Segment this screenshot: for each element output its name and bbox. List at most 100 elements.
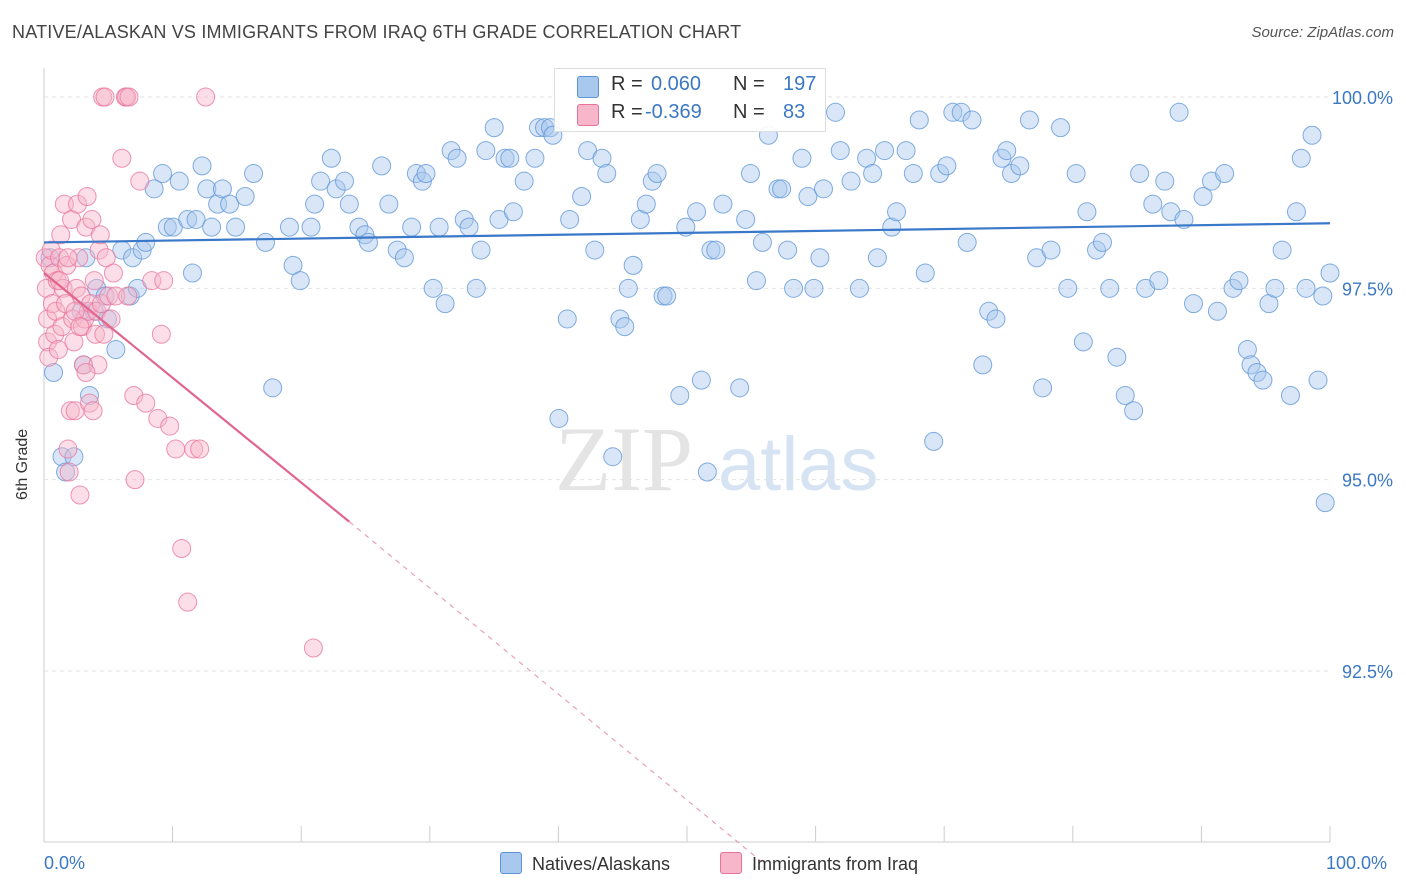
data-point — [192, 156, 212, 176]
n-value: 83 — [783, 101, 806, 123]
data-point — [903, 164, 923, 184]
r-value: -0.369 — [645, 101, 702, 123]
data-point — [83, 401, 103, 421]
data-point — [186, 209, 206, 229]
data-point — [326, 179, 346, 199]
data-point — [65, 301, 85, 321]
data-point — [585, 240, 605, 260]
data-point — [283, 255, 303, 275]
data-point — [74, 355, 94, 375]
data-point — [212, 179, 232, 199]
data-point — [1010, 156, 1030, 176]
data-point — [80, 385, 100, 405]
data-point — [184, 439, 204, 459]
data-point — [810, 248, 830, 268]
data-point — [459, 217, 479, 237]
legend-label-iraq: Immigrants from Iraq — [752, 854, 919, 874]
data-point — [957, 232, 977, 252]
data-point — [1077, 202, 1097, 222]
data-point — [909, 110, 929, 130]
data-point — [123, 248, 143, 268]
data-point — [736, 209, 756, 229]
data-point — [962, 110, 982, 130]
data-point — [691, 370, 711, 390]
data-point — [70, 317, 90, 337]
data-point — [101, 309, 121, 329]
data-point — [1041, 240, 1061, 260]
data-point — [875, 141, 895, 161]
data-point — [1066, 164, 1086, 184]
legend-label-natives: Natives/Alaskans — [532, 854, 671, 874]
data-point — [1286, 202, 1306, 222]
data-point — [136, 393, 156, 413]
data-point — [979, 301, 999, 321]
data-point — [136, 232, 156, 252]
data-point — [1073, 332, 1093, 352]
data-point — [394, 248, 414, 268]
trend-lines — [43, 222, 1331, 863]
data-point — [429, 217, 449, 237]
legend-item-iraq: Immigrants from Iraq — [720, 852, 918, 875]
data-point — [372, 156, 392, 176]
data-point — [77, 186, 97, 206]
data-point — [937, 156, 957, 176]
data-point — [50, 248, 70, 268]
data-point — [379, 194, 399, 214]
data-point — [45, 324, 65, 344]
legend-swatch-natives — [500, 852, 522, 874]
data-point — [841, 171, 861, 191]
data-point — [124, 385, 144, 405]
trend-line-iraq-extension — [348, 521, 763, 863]
data-point — [58, 439, 78, 459]
data-point — [1100, 278, 1120, 298]
data-point — [1313, 286, 1333, 306]
data-point — [1058, 278, 1078, 298]
data-point — [500, 148, 520, 168]
data-point — [657, 286, 677, 306]
data-point — [915, 263, 935, 283]
data-point — [495, 148, 515, 168]
data-point — [51, 225, 71, 245]
data-point — [557, 309, 577, 329]
chart-title: NATIVE/ALASKAN VS IMMIGRANTS FROM IRAQ 6… — [12, 22, 742, 42]
data-point — [687, 202, 707, 222]
data-point — [636, 194, 656, 214]
trend-line-iraq — [43, 272, 351, 523]
data-point — [514, 171, 534, 191]
data-point — [64, 447, 84, 467]
data-point — [178, 209, 198, 229]
data-point — [830, 141, 850, 161]
data-point — [154, 271, 174, 291]
data-point — [1315, 493, 1335, 513]
data-point — [1051, 118, 1071, 138]
data-point — [103, 263, 123, 283]
legend-item-natives: Natives/Alaskans — [500, 852, 670, 875]
data-point — [423, 278, 443, 298]
data-point — [572, 186, 592, 206]
data-point — [157, 217, 177, 237]
data-point — [305, 194, 325, 214]
data-point — [798, 186, 818, 206]
data-point — [863, 164, 883, 184]
data-point — [84, 271, 104, 291]
data-point — [896, 141, 916, 161]
data-point — [190, 439, 210, 459]
data-point — [256, 232, 276, 252]
data-point — [778, 240, 798, 260]
data-point — [670, 385, 690, 405]
data-point — [54, 194, 74, 214]
data-point — [623, 255, 643, 275]
data-point — [196, 87, 216, 107]
data-point — [887, 202, 907, 222]
data-point — [1193, 186, 1213, 206]
data-point — [197, 179, 217, 199]
data-point — [503, 202, 523, 222]
data-point — [706, 240, 726, 260]
data-point — [525, 148, 545, 168]
data-point — [235, 186, 255, 206]
data-point — [930, 164, 950, 184]
y-tick-label: 92.5% — [1342, 662, 1393, 682]
y-axis-title: 6th Grade — [14, 428, 31, 500]
r-label: R = — [611, 101, 643, 123]
